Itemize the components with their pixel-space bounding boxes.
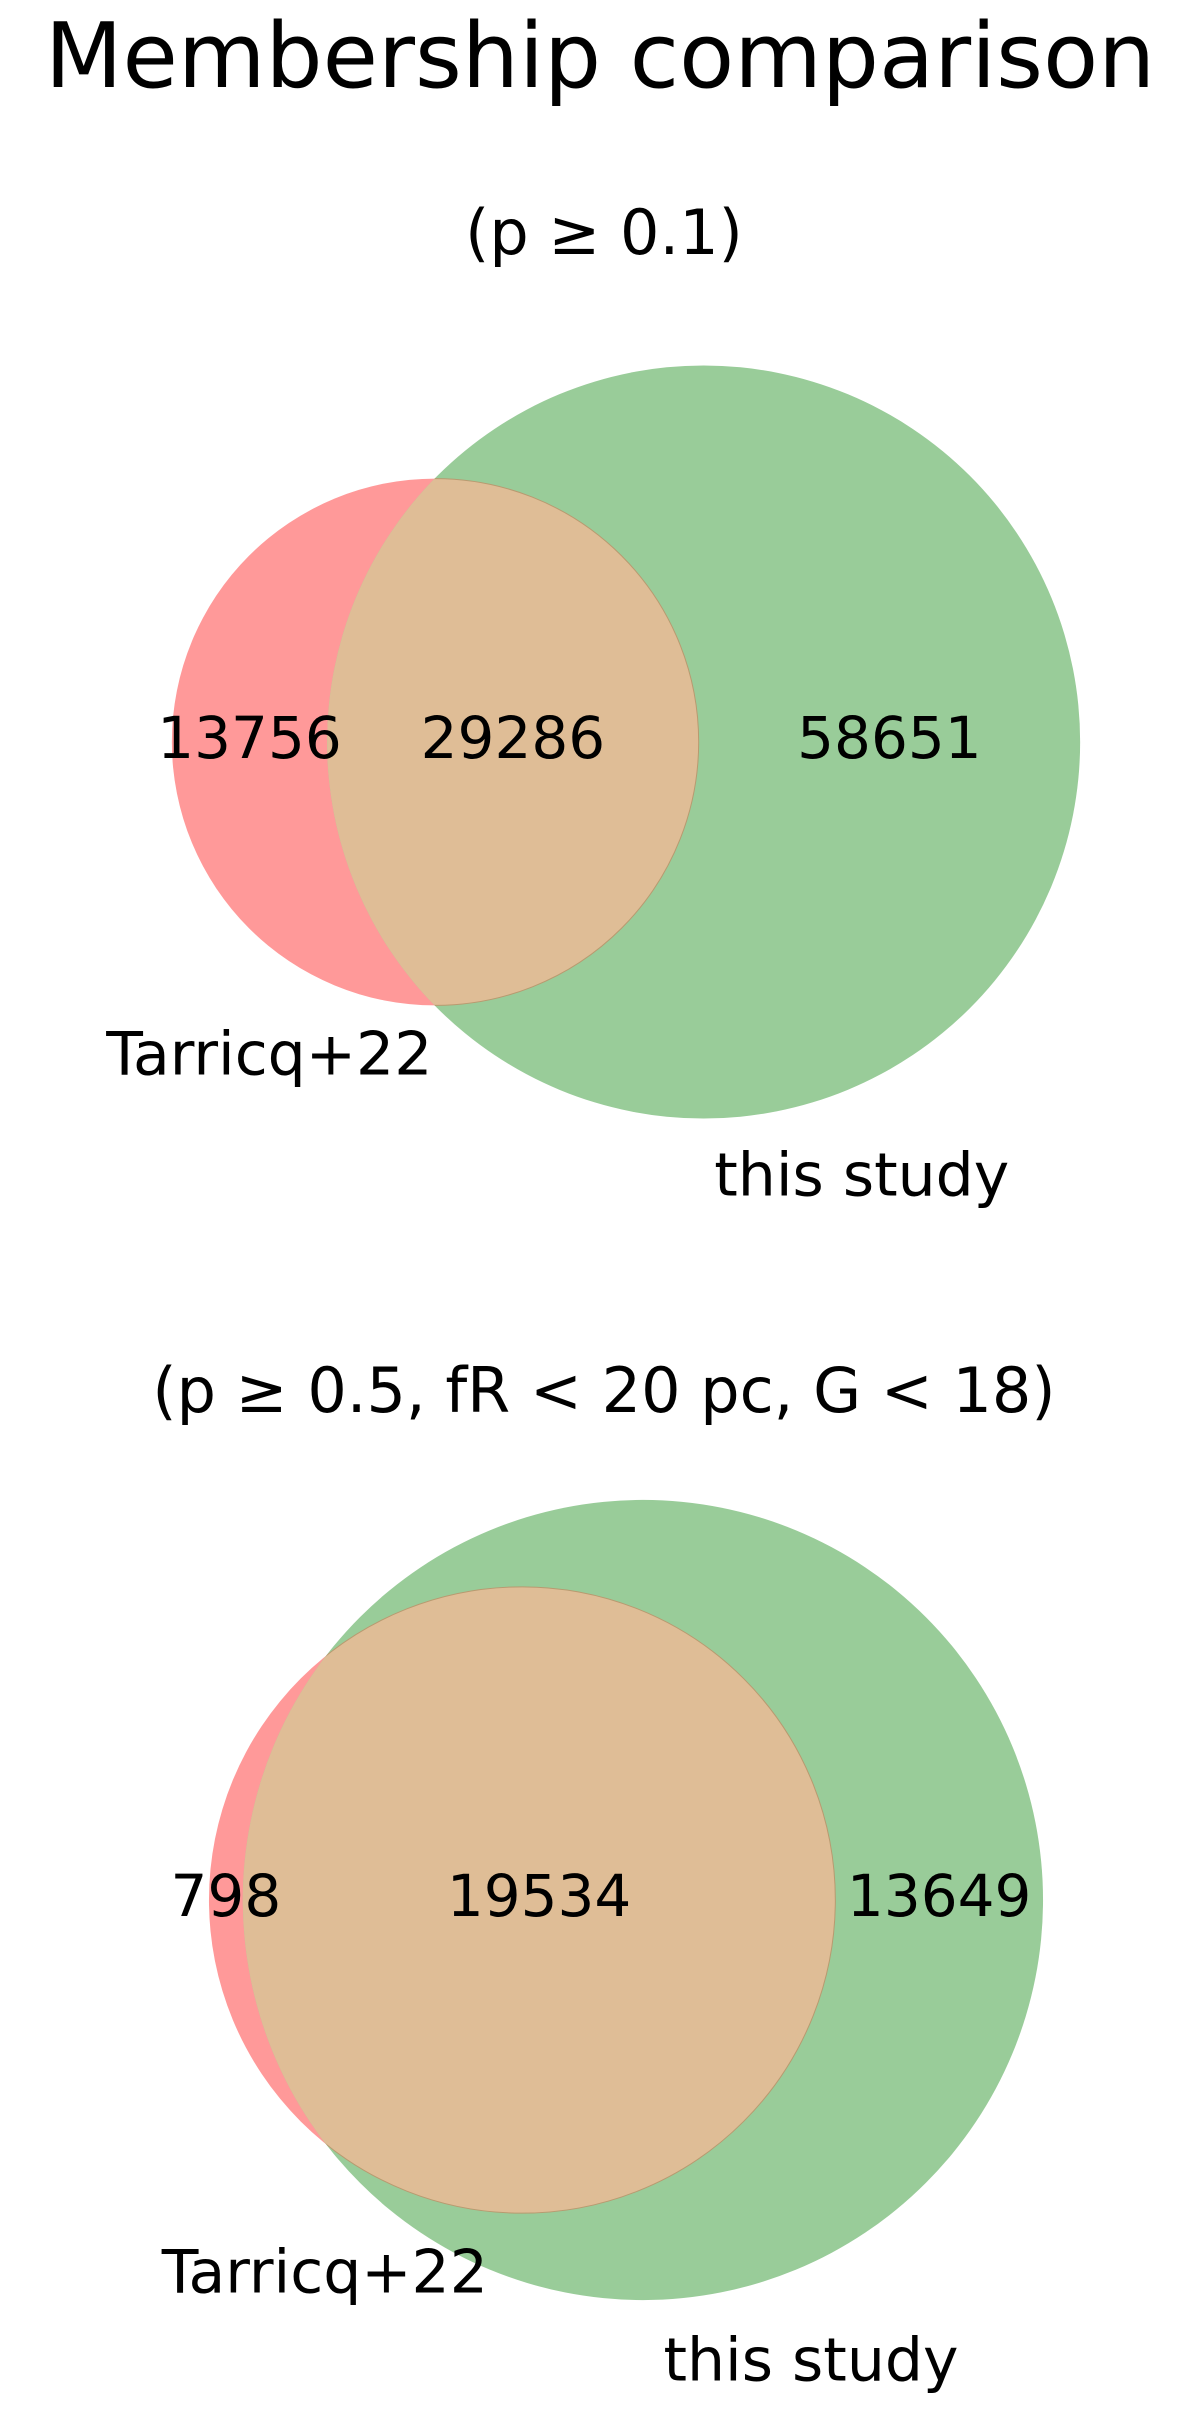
overlap-region <box>327 478 700 1006</box>
region-count: 29286 <box>421 704 606 772</box>
region-count: 19534 <box>447 1862 632 1930</box>
region-count: 58651 <box>797 704 982 772</box>
region-count: 798 <box>171 1862 282 1930</box>
subplot-title: (p ≥ 0.1) <box>465 196 743 269</box>
figure-title: Membership comparison <box>45 4 1155 109</box>
overlap-region <box>242 1586 836 2214</box>
region-count: 13649 <box>847 1862 1032 1930</box>
set-label: this study <box>714 1140 1009 1210</box>
set-label: this study <box>663 2326 958 2396</box>
set-label: Tarricq+22 <box>105 1020 432 1090</box>
set-label: Tarricq+22 <box>161 2237 488 2307</box>
region-count: 13756 <box>157 704 342 772</box>
subplot-title: (p ≥ 0.5, fR < 20 pc, G < 18) <box>152 1354 1055 1427</box>
